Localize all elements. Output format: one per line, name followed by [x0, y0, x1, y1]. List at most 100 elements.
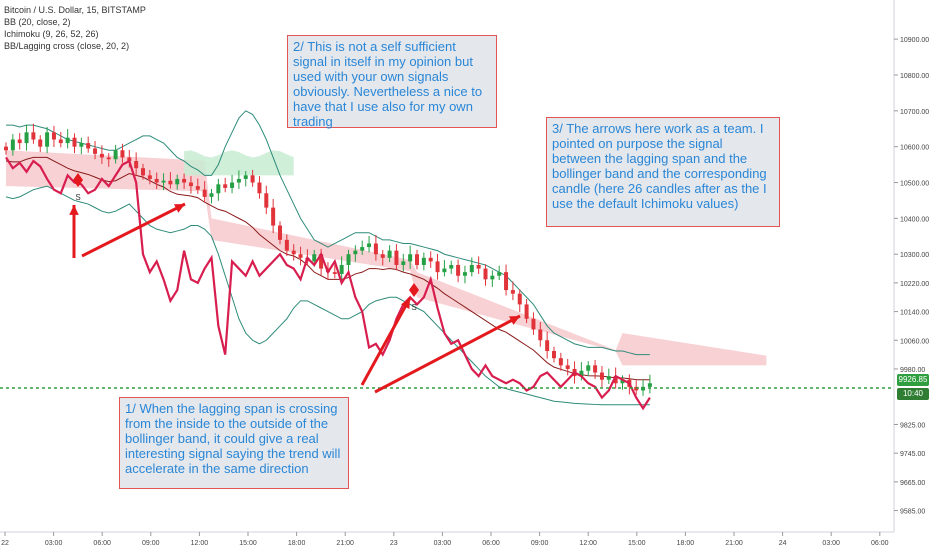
candle-body — [483, 268, 488, 280]
candle-body — [182, 178, 187, 183]
x-tick-label: 12:00 — [191, 540, 209, 547]
candle-body — [106, 157, 111, 160]
candle-body — [524, 304, 529, 319]
x-tick-label: 24 — [779, 540, 787, 547]
signal-label: S — [75, 193, 80, 202]
signal-arrow — [374, 314, 521, 394]
x-tick-label: 23 — [390, 540, 398, 547]
candle-body — [72, 137, 77, 147]
candle-body — [271, 207, 276, 226]
y-tick-label: 10900.00 — [900, 37, 929, 44]
candle-body — [86, 143, 91, 149]
signal-diamond — [409, 283, 419, 297]
candle-body — [4, 146, 8, 151]
candle-body — [449, 264, 454, 269]
candle-body — [161, 180, 166, 183]
candle-body — [456, 264, 461, 276]
x-tick-label: 15:00 — [239, 540, 257, 547]
candle-body — [353, 250, 358, 255]
current-price-tag: 9926.85 — [897, 374, 929, 386]
candle-body — [154, 178, 159, 183]
candle-body — [195, 186, 200, 190]
x-tick-label: 12:00 — [579, 540, 597, 547]
candle-body — [93, 148, 98, 154]
candle-body — [504, 272, 509, 291]
candle-body — [442, 268, 447, 273]
candle-body — [552, 351, 556, 359]
candle-body — [236, 178, 241, 183]
candle-body — [141, 168, 145, 176]
candle-body — [127, 157, 132, 162]
candle-body — [517, 293, 522, 305]
candle-body — [99, 153, 104, 158]
candle-body — [346, 254, 351, 265]
candle-body — [257, 182, 262, 194]
candle-body — [380, 254, 385, 258]
legend-bb-lagging: BB/Lagging cross (close, 20, 2) — [4, 41, 130, 51]
candle-body — [647, 383, 652, 387]
x-tick-label: 09:00 — [531, 540, 549, 547]
y-tick-label: 10300.00 — [900, 252, 929, 259]
candle-body — [497, 272, 502, 276]
lagging-span — [5, 156, 651, 411]
candle-body — [606, 376, 611, 380]
signal-arrow — [81, 202, 186, 258]
x-tick-label: 06:00 — [482, 540, 500, 547]
candle-body — [38, 139, 43, 147]
candle-body — [51, 132, 56, 140]
candle-body — [373, 243, 378, 255]
candle-body — [435, 261, 440, 273]
candle-body — [312, 254, 317, 262]
candle-body — [291, 250, 296, 255]
y-tick-label: 10500.00 — [900, 181, 929, 188]
candle-body — [250, 175, 255, 183]
candle-body — [510, 290, 515, 294]
x-tick-label: 06:00 — [93, 540, 111, 547]
candle-body — [620, 379, 625, 384]
candle-body — [428, 257, 433, 262]
current-time-tag: 10:40 — [897, 388, 929, 400]
x-tick-label: 15:00 — [628, 540, 646, 547]
signal-arrow-head — [509, 316, 520, 325]
candle-body — [58, 139, 63, 144]
y-tick-label: 9825.00 — [900, 423, 925, 430]
candle-body — [476, 264, 481, 269]
ichimoku-cloud-bull — [184, 150, 294, 176]
signal-arrow-head — [174, 204, 185, 213]
legend-bb: BB (20, close, 2) — [4, 17, 71, 27]
y-tick-label: 9980.00 — [900, 367, 925, 374]
x-tick-label: 18:00 — [288, 540, 306, 547]
candle-body — [462, 272, 467, 276]
candle-body — [394, 250, 399, 265]
y-tick-label: 9745.00 — [900, 451, 925, 458]
x-tick-label: 03:00 — [822, 540, 840, 547]
candle-body — [223, 184, 228, 188]
candle-body — [339, 264, 344, 274]
signal-arrow-head — [401, 298, 410, 309]
candle-body — [113, 150, 118, 160]
candle-body — [469, 264, 474, 273]
y-tick-label: 10800.00 — [900, 73, 929, 80]
candle-body — [147, 175, 152, 179]
signal-arrow — [360, 297, 412, 386]
candle-body — [134, 161, 139, 169]
candle-body — [408, 254, 413, 262]
candle-body — [565, 365, 570, 369]
annotation-note-3: 3/ The arrows here work as a team. I poi… — [546, 117, 780, 227]
y-tick-label: 10220.00 — [900, 281, 929, 288]
annotation-note-2: 2/ This is not a self sufficient signal … — [287, 35, 497, 129]
candle-body — [586, 365, 591, 371]
x-tick-label: 06:00 — [871, 540, 889, 547]
candle-body — [216, 184, 221, 194]
signal-diamond — [73, 173, 83, 187]
ichimoku-cloud — [6, 150, 767, 366]
signal-label: S — [411, 303, 416, 312]
candle-body — [230, 182, 235, 188]
bollinger-upper — [6, 110, 650, 356]
x-tick-label: 22 — [1, 540, 9, 547]
candle-body — [17, 139, 22, 144]
candle-body — [367, 243, 372, 248]
candle-body — [415, 254, 419, 265]
annotation-note-1: 1/ When the lagging span is crossing fro… — [119, 397, 349, 489]
